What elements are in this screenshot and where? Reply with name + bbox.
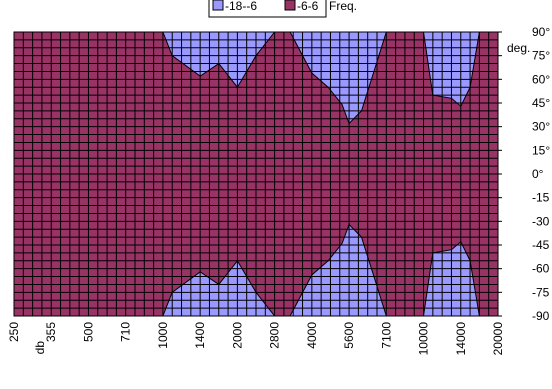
- x-tick-label: 710: [119, 322, 133, 342]
- x-tick-label: 250: [7, 322, 21, 342]
- y-tick-label: 60°: [532, 72, 550, 86]
- x-tick-label: 2800: [268, 322, 282, 349]
- legend-label-high: -6-6: [297, 0, 319, 13]
- y-tick-label: -90: [532, 309, 550, 323]
- x-tick-label: 1400: [193, 322, 207, 349]
- x-tick-label: 10000: [417, 322, 431, 356]
- grid-lines: [14, 32, 498, 316]
- x-tick-label: 14000: [454, 322, 468, 356]
- y-tick-label: 0°: [532, 167, 544, 181]
- plot-area: [13, 31, 499, 317]
- y-tick-label: -75: [532, 285, 550, 299]
- x-axis-unit-label: db: [33, 341, 47, 355]
- x-tick-label: 1000: [156, 322, 170, 349]
- y-tick-label: -45: [532, 238, 550, 252]
- legend-label-low: -18--6: [225, 0, 257, 13]
- legend-extra-label: Freq.: [329, 0, 357, 13]
- y-tick-label: -30: [532, 214, 550, 228]
- legend: -18--6 -6-6 Freq.: [208, 0, 357, 18]
- x-tick-label: 7100: [379, 322, 393, 349]
- x-tick-label: 355: [44, 322, 58, 342]
- y-tick-label: 15°: [532, 143, 550, 157]
- y-tick-label: 30°: [532, 120, 550, 134]
- legend-swatch-high: [284, 0, 296, 11]
- y-tick-label: -15: [532, 191, 550, 205]
- legend-swatch-low: [212, 0, 224, 11]
- y-axis-unit-label: deg.: [507, 41, 530, 55]
- y-axis-ticks: 90° 75° 60° 45° 30° 15° 0° -15 -30 -45 -60 -75 -90: [498, 25, 550, 323]
- x-tick-label: 2000: [230, 322, 244, 349]
- x-tick-label: 500: [81, 322, 95, 342]
- y-tick-label: 90°: [532, 25, 550, 39]
- y-tick-label: -60: [532, 262, 550, 276]
- x-axis-ticks: 250 355 500 710 1000 1400 2000 2800 4000 5600 7100…: [7, 322, 505, 356]
- legend-box: [208, 0, 327, 18]
- y-tick-label: 45°: [532, 96, 550, 110]
- x-tick-label: 4000: [305, 322, 319, 349]
- x-tick-label: 20000: [491, 322, 505, 356]
- y-tick-label: 75°: [532, 49, 550, 63]
- x-tick-label: 5600: [342, 322, 356, 349]
